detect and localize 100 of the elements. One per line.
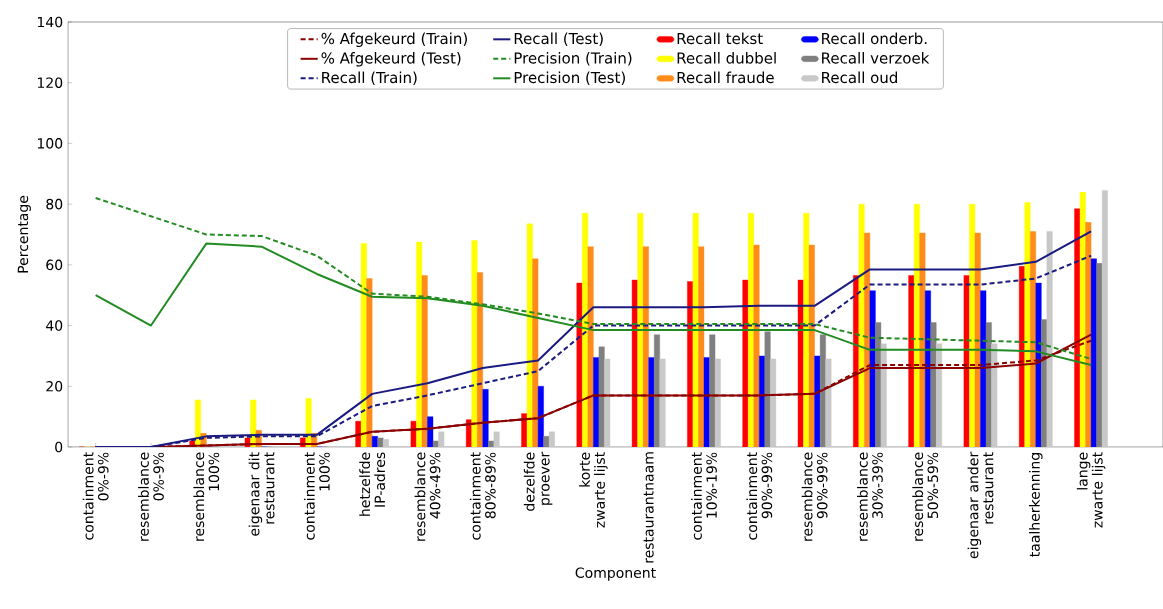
legend-label: Recall oud — [822, 71, 897, 84]
x-tick-label: hetzelfde IP-adres — [359, 452, 386, 516]
bar — [742, 279, 749, 447]
bar — [991, 343, 998, 447]
bar — [493, 431, 500, 447]
bar — [532, 258, 539, 447]
bar — [753, 244, 760, 447]
x-tick-label: resemblance 30%-39% — [856, 452, 883, 541]
y-tick-label: 40 — [46, 320, 63, 331]
bar — [537, 386, 544, 447]
x-tick-label: containment 80%-89% — [469, 452, 496, 540]
bar — [427, 416, 434, 447]
bar — [808, 244, 815, 447]
legend-label: Recall verzoek — [822, 52, 930, 64]
bar — [825, 358, 832, 447]
x-tick-label: korte zwarte lijst — [579, 452, 608, 528]
bar — [936, 343, 942, 447]
bar — [1090, 258, 1097, 447]
bar — [770, 358, 777, 447]
bar — [930, 322, 937, 447]
bar — [604, 358, 611, 447]
bar — [383, 439, 389, 447]
bar — [1035, 282, 1042, 447]
y-tick-label: 80 — [46, 198, 63, 210]
legend-label: Recall tekst — [677, 32, 763, 45]
bar — [587, 246, 594, 447]
bar — [1046, 231, 1053, 447]
legend-label: Recall onderb. — [822, 32, 927, 45]
bar — [985, 322, 992, 447]
x-tick-label: containment 100% — [303, 452, 330, 540]
bar — [858, 203, 865, 447]
bar — [410, 420, 417, 447]
bar — [305, 398, 312, 447]
x-tick-label: resemblance 40%-49% — [414, 452, 441, 541]
legend-label: Recall (Train) — [322, 71, 417, 85]
x-tick-label: containment 90%-99% — [746, 452, 773, 540]
x-tick-label: restaurantnaam — [643, 452, 654, 563]
x-tick-label: eigenaar dit restaurant — [248, 452, 275, 536]
bar — [377, 437, 384, 447]
y-tick-label: 20 — [46, 380, 63, 392]
legend-label: Precision (Train) — [514, 52, 632, 66]
y-tick-label: 0 — [55, 441, 63, 453]
x-tick-label: taalherkenning — [1029, 453, 1043, 557]
bar — [642, 246, 649, 447]
bar — [360, 243, 367, 447]
bar — [974, 232, 981, 447]
y-tick-label: 120 — [37, 77, 63, 88]
y-tick-label: 100 — [37, 138, 63, 149]
bar — [438, 431, 445, 447]
x-tick-label: resemblance 50%-59% — [912, 452, 939, 541]
bar — [488, 440, 495, 447]
bar — [477, 272, 483, 447]
y-tick-label: 140 — [37, 16, 63, 28]
bar — [648, 357, 655, 447]
bar — [869, 290, 876, 447]
x-tick-label: resemblance 90%-99% — [801, 452, 828, 541]
legend-label: Precision (Test) — [514, 71, 625, 85]
y-axis-title: Percentage — [17, 195, 31, 273]
x-tick-label: containment 0%-9% — [82, 452, 109, 540]
bar — [880, 343, 887, 447]
x-tick-label: lange zwarte lijst — [1076, 452, 1106, 528]
bar — [1101, 190, 1108, 447]
x-axis-title: Component — [575, 567, 656, 581]
bar — [631, 279, 638, 447]
bar — [797, 279, 804, 447]
legend-label: Recall dubbel — [677, 52, 776, 64]
bar — [764, 331, 771, 447]
bar — [659, 358, 666, 447]
legend-label: % Afgekeurd (Test) — [321, 52, 461, 67]
bar — [250, 399, 257, 447]
bar — [714, 358, 721, 447]
bar — [1096, 263, 1103, 447]
bar — [526, 223, 533, 447]
legend-label: % Afgekeurd (Train) — [321, 32, 467, 48]
bar — [963, 275, 970, 447]
bar — [195, 399, 201, 447]
bar — [819, 334, 826, 447]
bar — [709, 334, 716, 447]
y-tick-label: 60 — [46, 259, 63, 271]
x-tick-label: resemblance 100% — [193, 452, 220, 541]
x-tick-label: resemblance 0%-9% — [138, 452, 164, 541]
bar — [1024, 202, 1031, 447]
bar — [548, 431, 555, 447]
bar — [698, 246, 705, 447]
bar — [432, 440, 439, 447]
bar — [913, 203, 920, 447]
bar — [598, 346, 605, 447]
bar — [1079, 191, 1086, 447]
legend-label: Recall (Test) — [514, 32, 603, 46]
bar — [366, 278, 373, 447]
bar — [703, 357, 710, 447]
bar — [692, 213, 699, 447]
bar — [482, 389, 489, 447]
bar — [471, 240, 478, 447]
bar — [421, 275, 428, 447]
x-tick-label: dezelfde proever — [523, 451, 553, 511]
bar — [576, 282, 583, 447]
x-tick-label: eigenaar ander restaurant — [967, 451, 994, 559]
bar — [919, 232, 926, 447]
x-tick-label: containment 10%-19% — [691, 452, 717, 540]
